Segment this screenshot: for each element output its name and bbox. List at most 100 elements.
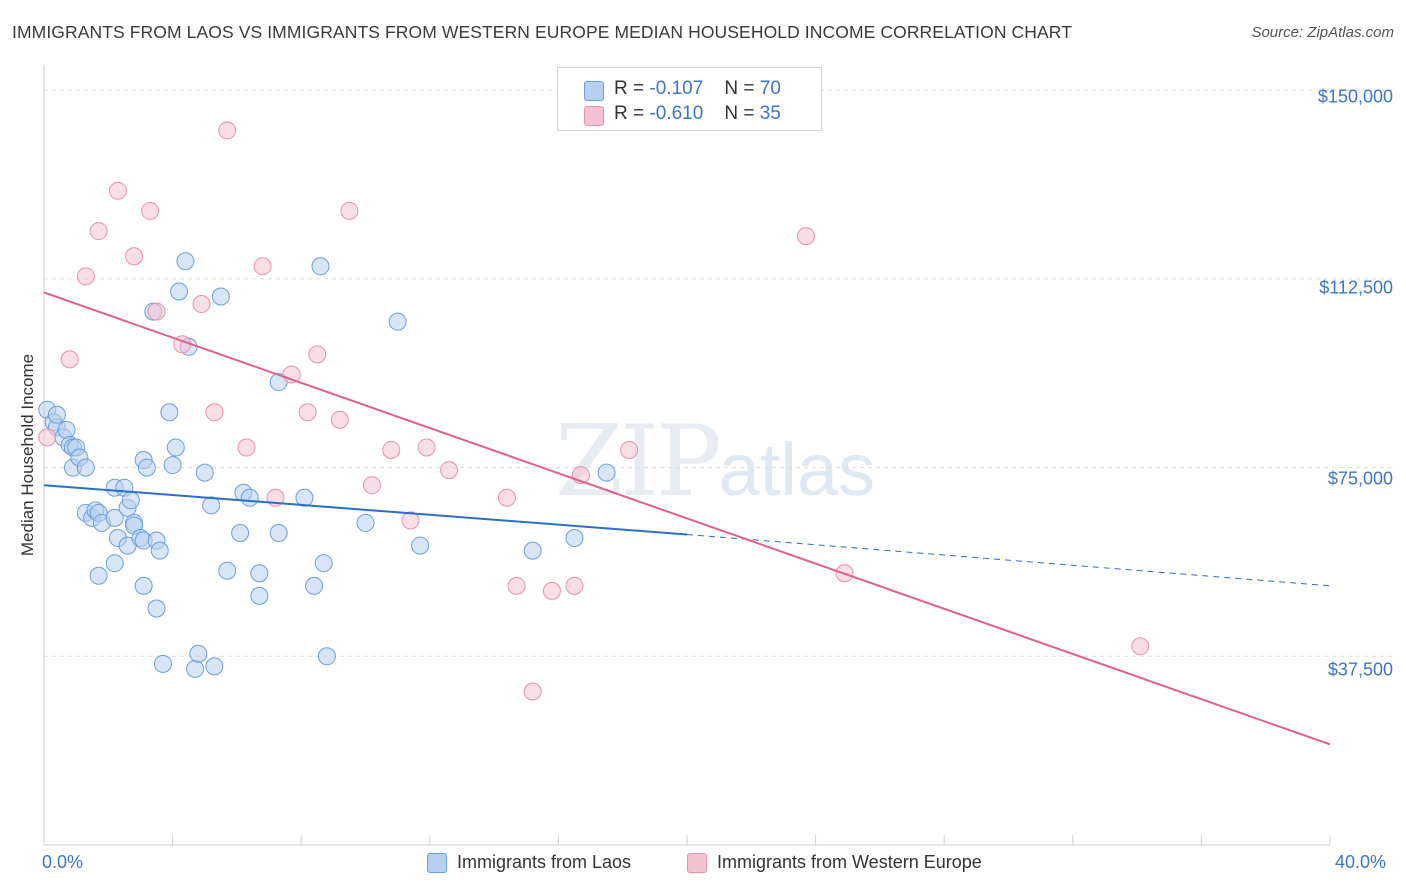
laos-point (311, 257, 330, 276)
legend-n-value-western-europe: 35 (759, 103, 781, 124)
western-europe-point (298, 403, 317, 422)
laos-point (565, 529, 584, 548)
y-tick-label-75000: $75,000 (1327, 468, 1393, 489)
western-europe-point (147, 302, 166, 321)
western-europe-point (1131, 637, 1150, 656)
western-europe-point (497, 488, 516, 507)
x-tick-label-max: 40.0% (1335, 852, 1387, 872)
western-europe-point (237, 438, 256, 457)
western-europe-point (340, 201, 359, 220)
laos-point (314, 554, 333, 573)
western-europe-point (218, 121, 237, 140)
western-europe-point (440, 461, 459, 480)
western-europe-point (542, 581, 561, 600)
laos-point (76, 458, 95, 477)
western-europe-point (141, 201, 160, 220)
laos-point (388, 312, 407, 331)
laos-point (195, 463, 214, 482)
laos-point (250, 586, 269, 605)
bottom-legend-swatch-laos (427, 853, 447, 873)
x-tick-label-min: 0.0% (42, 852, 84, 872)
laos-point (160, 403, 179, 422)
laos-point (153, 654, 172, 673)
laos-point (134, 576, 153, 595)
western-europe-trend-line (43, 291, 1331, 746)
bottom-legend-label-laos: Immigrants from Laos (457, 852, 632, 872)
laos-point (597, 463, 616, 482)
laos-point (89, 566, 108, 585)
laos-point (176, 252, 195, 271)
laos-point (305, 576, 324, 595)
y-tick-label-112500: $112,500 (1319, 277, 1393, 298)
laos-point (170, 282, 189, 301)
legend-r-value-laos: -0.107 (649, 78, 704, 99)
laos-point (186, 659, 205, 678)
laos-point (269, 524, 288, 542)
laos-point (121, 491, 140, 510)
laos-point (250, 564, 269, 583)
chart-title: IMMIGRANTS FROM LAOS VS IMMIGRANTS FROM … (12, 22, 1073, 42)
laos-point (356, 513, 375, 532)
western-europe-point (362, 476, 381, 495)
laos-point (218, 561, 237, 580)
western-europe-point (125, 247, 144, 266)
watermark-zip: ZIP (555, 405, 722, 519)
legend-r-label: R = (614, 78, 645, 99)
western-europe-point (417, 438, 436, 457)
western-europe-point (401, 511, 420, 530)
western-europe-point (565, 576, 584, 595)
western-europe-point (205, 403, 224, 422)
watermark-atlas: atlas (718, 428, 876, 511)
source-label: Source: ZipAtlas.com (1251, 24, 1394, 41)
laos-point (211, 287, 230, 306)
laos-point (57, 420, 76, 439)
laos-point (150, 541, 169, 560)
bottom-legend-label-western-europe: Immigrants from Western Europe (717, 852, 982, 872)
western-europe-point (192, 295, 211, 314)
laos-point (163, 456, 182, 475)
laos-point (105, 554, 124, 573)
western-europe-point (620, 440, 639, 459)
laos-point (295, 488, 314, 507)
laos-point (47, 405, 66, 424)
western-europe-point (796, 227, 815, 246)
laos-point (147, 599, 166, 618)
laos-point (231, 524, 250, 542)
western-europe-point (38, 428, 57, 447)
laos-trend-line-extension (686, 534, 1331, 587)
western-europe-point (523, 682, 542, 701)
y-tick-label-150000: $150,000 (1317, 86, 1393, 107)
western-europe-point (253, 257, 272, 276)
laos-point (205, 657, 224, 676)
western-europe-point (330, 410, 349, 429)
zipatlas-watermark: ZIPatlas (555, 405, 875, 519)
western-europe-point (382, 440, 401, 459)
y-axis-label: Median Household Income (18, 353, 37, 557)
laos-point (523, 541, 542, 560)
laos-point (317, 647, 336, 666)
western-europe-point (89, 222, 108, 241)
western-europe-point (60, 350, 79, 369)
laos-point (202, 496, 221, 515)
western-europe-point (76, 267, 95, 286)
correlation-legend: R = -0.107 N = 70 R = -0.610 N = 35 (557, 67, 822, 131)
western-europe-point (108, 181, 127, 200)
legend-n-value-laos: 70 (759, 78, 781, 99)
laos-point (240, 488, 259, 507)
laos-point (411, 536, 430, 555)
legend-swatch-western-europe (584, 106, 604, 126)
western-europe-point (507, 576, 526, 595)
legend-n-label: N = (724, 103, 755, 124)
bottom-legend-swatch-western-europe (687, 853, 707, 873)
laos-trend-line (43, 484, 688, 536)
legend-r-label: R = (614, 103, 645, 124)
legend-n-label: N = (724, 78, 755, 99)
laos-point (137, 458, 156, 477)
legend-swatch-laos (584, 81, 604, 101)
laos-point (189, 644, 208, 663)
laos-point (105, 508, 124, 527)
laos-point (166, 438, 185, 457)
y-tick-label-37500: $37,500 (1327, 659, 1393, 680)
western-europe-point (308, 345, 327, 364)
